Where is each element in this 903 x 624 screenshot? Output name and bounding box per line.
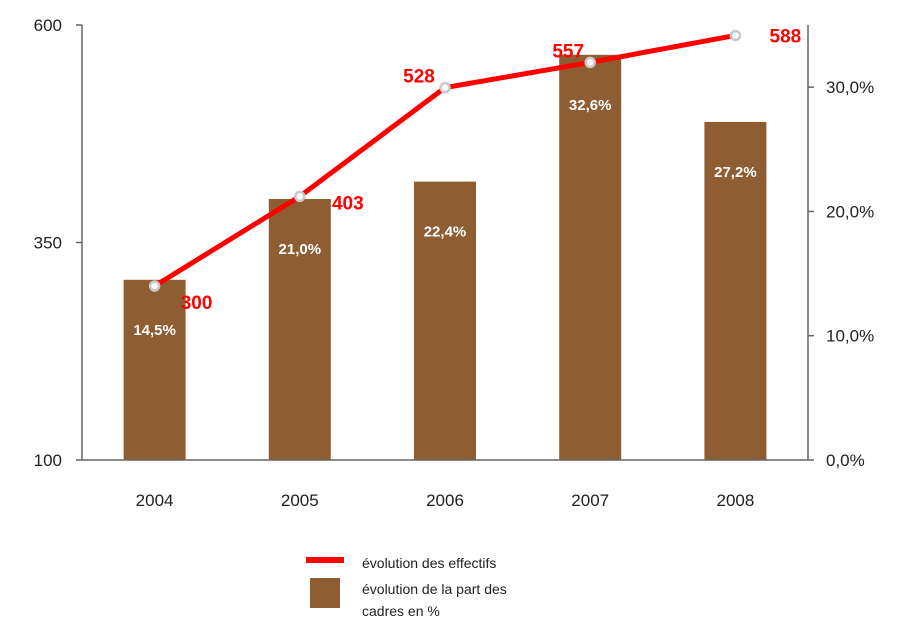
right-tick-label-3: 30,0% [826,78,874,97]
line-point-2004 [148,280,161,292]
x-tick-label-2004: 2004 [136,491,174,510]
line-label-2008: 588 [770,26,802,47]
bars-layer [123,54,767,460]
right-axis-ticks: 0,0% 10,0% 20,0% 30,0% [808,78,874,470]
left-tick-label-0: 100 [34,451,62,470]
left-tick-label-2: 600 [34,16,62,35]
bar-label-2007: 32,6% [569,97,612,114]
line-label-2005: 403 [332,193,364,214]
right-tick-label-1: 10,0% [826,327,874,346]
line-point-2007 [584,56,596,69]
line-label-2004: 300 [181,293,213,314]
line-point-2005 [294,190,306,203]
line-label-2006: 528 [403,67,435,88]
left-axis-ticks: 100 350 600 [34,16,82,470]
bar-label-2005: 21,0% [279,241,322,258]
bar-2005 [268,199,331,460]
bar-label-2008: 27,2% [714,164,757,181]
line-label-2007: 557 [552,41,584,62]
bar-2006 [414,181,476,460]
x-tick-label-2007: 2007 [571,491,609,510]
legend-bar-swatch [310,578,340,608]
bar-label-2004: 14,5% [133,322,176,339]
x-axis-ticks: 2004 2005 2006 2007 2008 [136,491,755,510]
bar-2004 [123,279,186,460]
right-tick-label-2: 20,0% [826,202,874,221]
bar-label-2006: 22,4% [424,224,467,241]
bar-labels-layer: 14,5% 21,0% 22,4% 32,6% 27,2% [133,97,756,339]
line-layer [148,29,742,292]
legend-bar-label-line-2: cadres en % [362,603,440,619]
bar-2008 [704,121,767,460]
left-tick-label-1: 350 [34,234,62,253]
x-tick-label-2005: 2005 [281,491,319,510]
bar-2007 [559,54,622,460]
legend-bar-label-line-1: évolution de la part des [362,581,507,597]
legend: évolution des effectifs évolution de la … [306,555,507,619]
line-labels-layer: 300 403 528 557 588 [181,26,802,314]
x-tick-label-2008: 2008 [716,491,754,510]
x-tick-label-2006: 2006 [426,491,464,510]
right-tick-label-0: 0,0% [826,451,865,470]
legend-line-label: évolution des effectifs [362,555,496,571]
line-point-2006 [439,81,451,94]
legend-line-swatch [306,557,344,563]
line-point-2008 [729,29,742,42]
